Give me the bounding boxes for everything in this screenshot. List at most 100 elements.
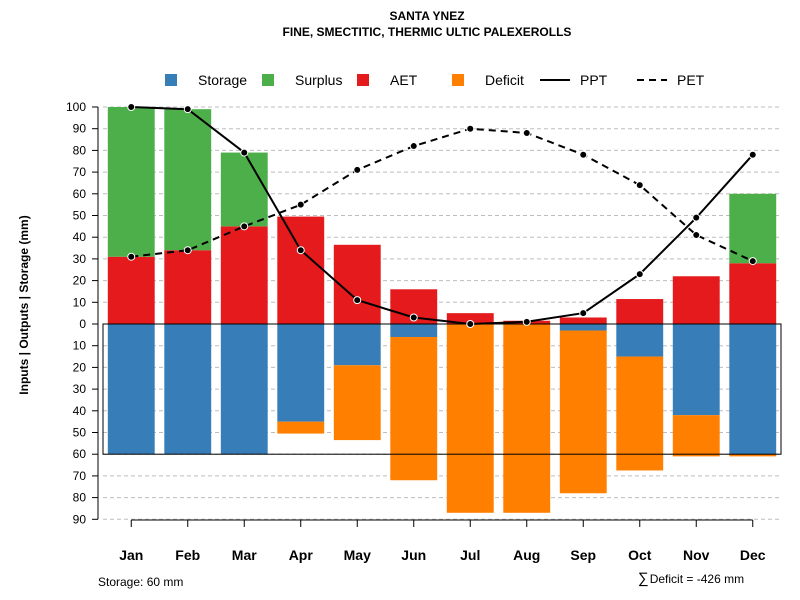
aet-bar — [164, 250, 212, 324]
ppt-line — [131, 106, 754, 326]
axes: 1009080706050403020100102030405060708090… — [66, 100, 766, 563]
pet-point — [127, 252, 136, 261]
storage-bar — [333, 324, 381, 366]
y-tick-label: 60 — [73, 187, 87, 201]
sum-symbol: ∑ — [638, 570, 649, 587]
pet-point — [240, 222, 249, 231]
aet-bar — [672, 276, 720, 324]
pet-point — [466, 124, 475, 133]
pet-point — [748, 257, 757, 266]
y-tick-label: 30 — [73, 382, 87, 396]
ppt-point — [466, 320, 475, 328]
bars — [102, 107, 782, 513]
y-tick-label: 50 — [73, 426, 87, 440]
ppt-point — [635, 270, 644, 279]
aet-bar — [616, 299, 664, 324]
x-tick-label: May — [344, 547, 371, 563]
y-tick-label: 30 — [73, 252, 87, 266]
legend-label-ppt: PPT — [580, 72, 608, 88]
ppt-point — [692, 213, 701, 222]
legend-label-aet: AET — [390, 72, 418, 88]
x-tick-label: Jan — [119, 547, 143, 563]
aet-bar — [220, 226, 268, 324]
deficit-bar — [446, 324, 494, 513]
ppt-point — [183, 105, 192, 114]
x-tick-label: Oct — [628, 547, 652, 563]
deficit-bar — [277, 421, 325, 434]
surplus-bar — [107, 107, 155, 257]
deficit-bar — [390, 337, 438, 481]
surplus-bar — [164, 109, 212, 251]
storage-annotation: Storage: 60 mm — [98, 575, 184, 589]
ppt-point — [748, 150, 757, 159]
legend-swatch-surplus — [262, 74, 274, 86]
x-tick-label: Sep — [570, 547, 596, 563]
legend-swatch-deficit — [452, 74, 464, 86]
y-tick-label: 10 — [73, 339, 87, 353]
surplus-bar — [729, 193, 777, 264]
y-tick-label: 80 — [73, 491, 87, 505]
storage-bar — [164, 324, 212, 455]
ppt-point — [353, 296, 362, 305]
legend: Storage Surplus AET Deficit PPT PET — [165, 72, 705, 88]
y-tick-label: 60 — [73, 447, 87, 461]
storage-bar — [729, 324, 777, 455]
x-tick-label: Jun — [401, 547, 426, 563]
y-tick-label: 70 — [73, 165, 87, 179]
deficit-bar — [729, 454, 777, 457]
y-tick-label: 40 — [73, 230, 87, 244]
deficit-bar — [333, 365, 381, 441]
ppt-point — [409, 313, 418, 322]
y-tick-label: 20 — [73, 274, 87, 288]
chart-title: SANTA YNEZ — [389, 9, 464, 23]
chart-subtitle: FINE, SMECTITIC, THERMIC ULTIC PALEXEROL… — [283, 25, 572, 39]
legend-label-surplus: Surplus — [295, 72, 342, 88]
ppt-point — [296, 246, 305, 255]
y-tick-label: 50 — [73, 209, 87, 223]
y-tick-label: 100 — [66, 100, 86, 114]
ppt-point — [579, 309, 588, 318]
aet-bar — [107, 256, 155, 324]
storage-bar — [277, 324, 325, 422]
pet-point — [409, 142, 418, 151]
series-lines — [127, 103, 757, 328]
y-tick-label: 0 — [79, 317, 86, 331]
y-tick-label: 90 — [73, 512, 87, 526]
deficit-bar — [672, 415, 720, 457]
pet-point — [692, 231, 701, 240]
pet-point — [353, 165, 362, 174]
y-tick-label: 90 — [73, 122, 87, 136]
x-tick-label: Nov — [683, 547, 710, 563]
ppt-point — [240, 148, 249, 157]
x-tick-label: Dec — [740, 547, 766, 563]
ppt-point — [127, 103, 136, 111]
aet-bar — [333, 244, 381, 324]
aet-bar — [729, 263, 777, 324]
y-tick-label: 20 — [73, 360, 87, 374]
legend-label-pet: PET — [677, 72, 705, 88]
deficit-text: Deficit = -426 mm — [649, 572, 745, 586]
storage-bar — [559, 324, 607, 331]
deficit-bar — [616, 356, 664, 471]
pet-point — [296, 200, 305, 209]
y-axis-label: Inputs | Outputs | Storage (mm) — [17, 215, 31, 394]
pet-point — [522, 129, 531, 138]
pet-point — [579, 150, 588, 159]
storage-bar — [220, 324, 268, 455]
deficit-bar — [503, 324, 551, 513]
ppt-point — [522, 317, 531, 326]
x-tick-label: Mar — [232, 547, 257, 563]
x-tick-label: Aug — [513, 547, 540, 563]
x-tick-label: Apr — [289, 547, 314, 563]
y-tick-label: 80 — [73, 143, 87, 157]
storage-bar — [616, 324, 664, 357]
legend-label-deficit: Deficit — [485, 72, 524, 88]
storage-bar — [390, 324, 438, 338]
deficit-annotation: ∑Deficit = -426 mm — [638, 570, 744, 587]
y-tick-label: 40 — [73, 404, 87, 418]
y-tick-label: 10 — [73, 295, 87, 309]
legend-swatch-storage — [165, 74, 177, 86]
storage-bar — [107, 324, 155, 455]
x-tick-label: Jul — [460, 547, 480, 563]
